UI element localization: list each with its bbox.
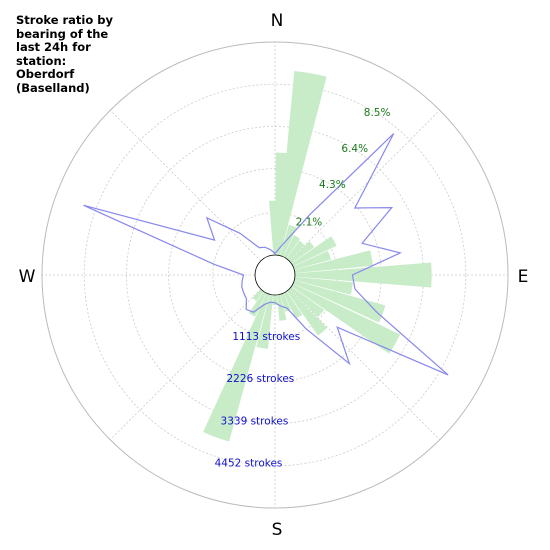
east-label: E xyxy=(518,267,529,287)
bar-210 xyxy=(248,291,267,317)
bar-10 xyxy=(276,71,327,256)
bar-50 xyxy=(289,241,315,264)
bar-170 xyxy=(276,294,287,321)
bar-110 xyxy=(293,280,386,323)
grid-spoke-45 xyxy=(288,109,441,262)
bar-140 xyxy=(286,289,328,336)
bar-70 xyxy=(293,250,332,270)
grid-spoke-225 xyxy=(109,288,262,441)
stroke-ratio-bars xyxy=(203,71,432,442)
center-circle xyxy=(254,254,296,296)
title-line-6: (Baselland) xyxy=(16,80,90,95)
bar-150 xyxy=(283,291,303,319)
bar-80 xyxy=(294,250,373,274)
north-label: N xyxy=(271,11,284,31)
strokes-line xyxy=(83,133,449,376)
strokes-tick-1: 1113 strokes xyxy=(232,331,300,343)
title-line-2: bearing of the xyxy=(16,26,109,41)
title-line-3: last 24h for xyxy=(16,40,91,54)
grid-spoke-315 xyxy=(109,109,262,262)
bar-90 xyxy=(294,262,432,288)
ratio-tick-1: 2.1% xyxy=(296,216,323,228)
chart-title: Stroke ratio by bearing of the last 24h … xyxy=(16,13,126,95)
bar-40 xyxy=(286,240,305,261)
bar-130 xyxy=(289,286,325,318)
south-label: S xyxy=(272,520,283,540)
bar-190 xyxy=(256,294,274,349)
center-hole xyxy=(254,254,296,296)
title-line-4: station: xyxy=(16,53,67,68)
ratio-tick-2: 4.3% xyxy=(319,179,346,191)
bar-100 xyxy=(294,276,353,295)
bar-30 xyxy=(283,235,301,259)
bar-160 xyxy=(280,293,291,312)
grid-spoke-135 xyxy=(288,288,441,441)
bar-120 xyxy=(291,283,401,354)
west-label: W xyxy=(19,267,36,287)
bar-220 xyxy=(252,289,264,302)
bar-200 xyxy=(203,293,270,442)
outer-ring xyxy=(41,41,509,509)
compass-labels: N E S W xyxy=(19,11,529,540)
title-line-5: Oberdorf xyxy=(16,67,75,81)
strokes-tick-4: 4452 strokes xyxy=(215,458,283,470)
ratio-tick-4: 8.5% xyxy=(364,107,391,119)
radial-tick-labels: 2.1% 4.3% 6.4% 8.5% 1113 strokes 2226 strokes… xyxy=(215,107,391,469)
grid-ring-4 xyxy=(83,83,467,467)
ratio-tick-3: 6.4% xyxy=(341,143,368,155)
strokes-tick-2: 2226 strokes xyxy=(226,373,294,385)
strokes-tick-3: 3339 strokes xyxy=(221,415,289,427)
title-line-1: Stroke ratio by xyxy=(16,13,113,27)
bar-60 xyxy=(291,236,337,267)
